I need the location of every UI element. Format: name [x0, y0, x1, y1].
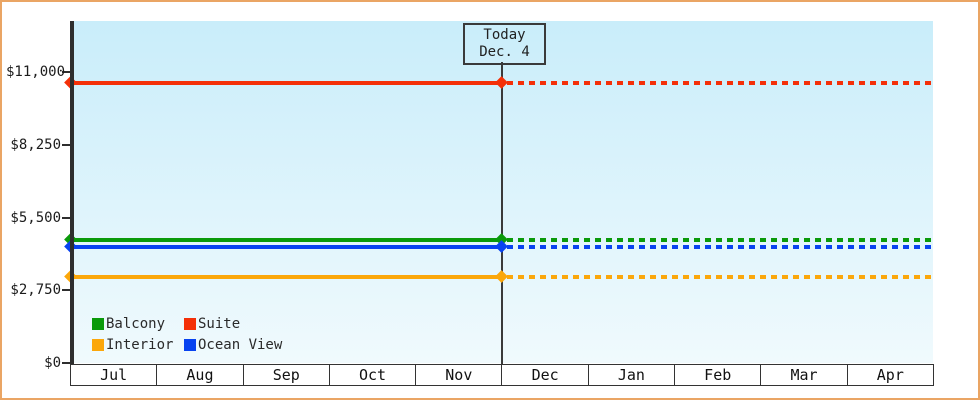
today-annotation-box: Today Dec. 4 [463, 23, 546, 65]
month-cell-nov: Nov [415, 365, 501, 385]
month-cell-jul: Jul [100, 366, 128, 384]
month-cell-dec: Dec [501, 365, 587, 385]
ocean-view-dashed-segment [507, 244, 933, 249]
today-label: Today [483, 27, 526, 43]
series-line-interior [64, 270, 933, 283]
y-axis-label: $2,750 [10, 282, 61, 299]
interior-dashed-segment [507, 275, 933, 280]
month-cell-aug: Aug [156, 365, 242, 385]
y-axis [70, 21, 74, 364]
suite-dashed-segment [507, 80, 933, 85]
suite-swatch-icon [184, 318, 196, 330]
y-axis-label: $5,500 [10, 209, 61, 226]
month-cell-apr: Apr [846, 365, 933, 385]
ocean-view-solid-segment [70, 244, 502, 249]
plot-area [74, 21, 933, 363]
suite-solid-segment [70, 80, 502, 85]
legend-label: Suite [198, 316, 241, 332]
balcony-solid-segment [70, 237, 502, 242]
x-axis-month-table: Jul Aug Sep Oct Nov Dec Jan Feb Mar Apr [70, 364, 934, 386]
series-line-ocean-view [64, 239, 933, 253]
y-axis-label: $11,000 [6, 64, 66, 80]
y-axis-label: $8,250 [10, 136, 61, 153]
today-date: Dec. 4 [479, 44, 530, 60]
y-tick [62, 143, 70, 146]
balcony-swatch-icon [92, 318, 104, 330]
today-vertical-line [501, 62, 503, 364]
month-cell-mar: Mar [760, 365, 846, 385]
balcony-dashed-segment [507, 237, 933, 242]
legend-item-balcony: Balcony [92, 316, 166, 332]
legend-label: Balcony [106, 316, 166, 332]
legend-label: Ocean View [198, 337, 283, 353]
series-line-suite [64, 75, 933, 89]
interior-solid-segment [70, 275, 502, 280]
y-tick [62, 216, 70, 219]
series-line-balcony [64, 233, 933, 246]
y-tick [62, 362, 70, 364]
y-axis-label: $0 [44, 355, 61, 371]
legend-item-suite: Suite [184, 316, 241, 332]
legend-label: Interior [106, 337, 174, 353]
month-cell-sep: Sep [242, 365, 329, 385]
legend-item-ocean-view: Ocean View [184, 337, 283, 353]
y-tick [62, 71, 70, 73]
ocean-view-swatch-icon [184, 339, 196, 351]
legend-item-interior: Interior [92, 337, 174, 353]
y-tick [62, 289, 70, 292]
month-cell-jan: Jan [587, 365, 674, 385]
month-cell-oct: Oct [328, 365, 415, 385]
month-cell-feb: Feb [674, 365, 760, 385]
interior-swatch-icon [92, 339, 104, 351]
